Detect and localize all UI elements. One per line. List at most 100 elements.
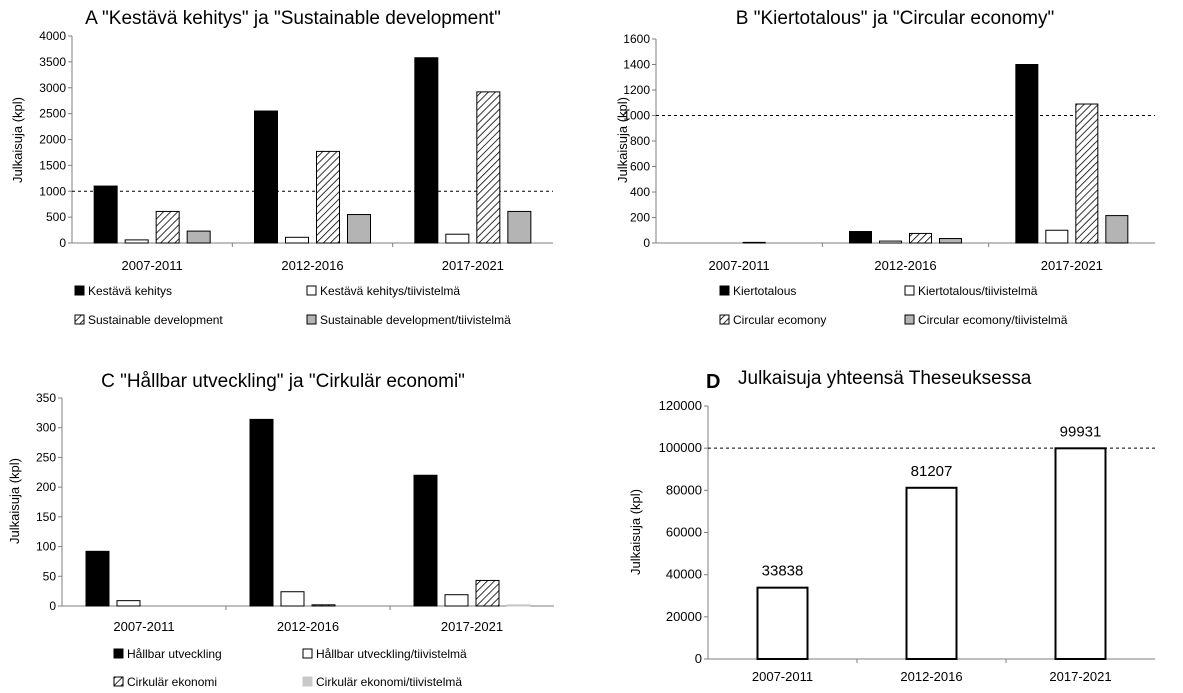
bar: [280, 591, 305, 607]
bar: [124, 239, 149, 244]
y-tick-label: 100000: [659, 440, 702, 455]
bar: [85, 550, 110, 607]
bar: [1054, 447, 1107, 660]
legend-item: Kiertotalous: [719, 284, 796, 298]
data-label: 81207: [911, 463, 953, 480]
legend-swatch: [904, 314, 915, 325]
y-tick-label: 100: [36, 540, 56, 554]
legend-swatch: [113, 676, 124, 687]
x-tick-label: 2017-2021: [1049, 669, 1111, 684]
y-tick-label: 50: [43, 569, 57, 583]
legend-item: Circular ecomony: [719, 313, 826, 327]
legend-label: Circular ecomony: [733, 313, 826, 327]
legend-swatch: [719, 285, 730, 296]
legend-item: Sustainable development: [74, 313, 223, 327]
y-tick-label: 60000: [666, 525, 702, 540]
bar: [909, 232, 932, 244]
legend-label: Kestävä kehitys/tiivistelmä: [320, 284, 460, 298]
bar: [1045, 229, 1069, 244]
bar: [756, 586, 809, 660]
legend-label: Cirkulär ekonomi: [127, 675, 217, 689]
legend-item: Kestävä kehitys: [74, 284, 172, 298]
y-axis-label: Julkaisuja (kpl): [628, 489, 643, 575]
y-tick-label: 80000: [666, 482, 702, 497]
bar: [116, 600, 141, 607]
y-tick-label: 250: [36, 450, 56, 464]
y-tick-label: 150: [36, 510, 56, 524]
legend-item: Sustainable development/tiivistelmä: [306, 313, 511, 327]
legend-item: Cirkulär ekonomi: [113, 675, 217, 689]
y-tick-label: 1200: [623, 83, 650, 97]
legend-label: Hållbar utveckling/tiivistelmä: [316, 647, 467, 661]
legend-item: Hållbar utveckling/tiivistelmä: [302, 647, 467, 661]
legend-item: Kiertotalous/tiivistelmä: [904, 284, 1038, 298]
y-tick-label: 3000: [39, 81, 66, 95]
legend-item: Cirkulär ekonomi/tiivistelmä: [302, 675, 462, 689]
y-tick-label: 40000: [666, 567, 702, 582]
bar: [93, 185, 118, 244]
legend-swatch: [113, 648, 124, 659]
bar: [444, 594, 469, 607]
y-tick-label: 1600: [623, 32, 650, 46]
bar: [414, 57, 439, 244]
y-tick-label: 4000: [39, 29, 66, 43]
chart-panel-d: D Julkaisuja yhteensä Theseuksessa Julkais…: [628, 368, 1155, 684]
y-axis-label: Julkaisuja (kpl): [615, 97, 630, 183]
legend-label: Sustainable development: [88, 313, 223, 327]
x-tick-label: 2012-2016: [900, 669, 962, 684]
y-tick-label: 2500: [39, 107, 66, 121]
y-tick-label: 1400: [623, 58, 650, 72]
legend-swatch: [74, 285, 85, 296]
y-tick-label: 350: [36, 391, 56, 405]
y-tick-label: 120000: [659, 398, 702, 413]
legend-swatch: [302, 648, 313, 659]
data-label: 33838: [762, 563, 804, 580]
y-tick-label: 20000: [666, 609, 702, 624]
y-tick-label: 1000: [39, 184, 66, 198]
bar: [186, 230, 211, 244]
bar: [507, 210, 532, 244]
legend-item: Hållbar utveckling: [113, 647, 222, 661]
legend-swatch: [306, 314, 317, 325]
legend-item: Kestävä kehitys/tiivistelmä: [306, 284, 460, 298]
x-tick-label: 2017-2021: [442, 258, 504, 273]
y-tick-label: 800: [630, 134, 650, 148]
bar: [254, 110, 278, 244]
legend-label: Kiertotalous/tiivistelmä: [918, 284, 1038, 298]
x-tick-label: 2017-2021: [1041, 258, 1103, 273]
y-axis-label: Julkaisuja (kpl): [10, 97, 25, 183]
y-tick-label: 3500: [39, 55, 66, 69]
x-tick-label: 2012-2016: [874, 258, 936, 273]
legend-label: Sustainable development/tiivistelmä: [320, 313, 511, 327]
legend-label: Kiertotalous: [733, 284, 796, 298]
bar: [849, 231, 872, 244]
legend-label: Hållbar utveckling: [127, 647, 222, 661]
bar: [905, 486, 958, 660]
bar: [249, 418, 274, 607]
legend-swatch: [904, 285, 915, 296]
x-tick-label: 2017-2021: [441, 619, 503, 634]
y-axis-label: Julkaisuja (kpl): [7, 458, 22, 544]
x-tick-label: 2007-2011: [752, 669, 813, 684]
y-tick-label: 200: [630, 211, 650, 225]
x-tick-label: 2012-2016: [281, 258, 343, 273]
bar: [311, 604, 336, 607]
panel-label: D: [706, 371, 720, 393]
y-tick-label: 400: [630, 185, 650, 199]
legend-label: Circular ecomony/tiivistelmä: [918, 313, 1068, 327]
bar: [1075, 103, 1099, 244]
bar: [285, 236, 309, 244]
bar: [1105, 215, 1129, 244]
chart-panel-a: A "Kestävä kehitys" ja "Sustainable deve…: [10, 8, 553, 327]
bar: [879, 240, 902, 244]
y-tick-label: 0: [59, 236, 66, 250]
legend-swatch: [302, 676, 313, 687]
legend-swatch: [74, 314, 85, 325]
x-tick-label: 2007-2011: [113, 619, 174, 634]
y-tick-label: 0: [49, 599, 56, 613]
legend-swatch: [306, 285, 317, 296]
y-tick-label: 600: [630, 160, 650, 174]
y-tick-label: 1500: [39, 158, 66, 172]
legend-label: Cirkulär ekonomi/tiivistelmä: [316, 675, 462, 689]
